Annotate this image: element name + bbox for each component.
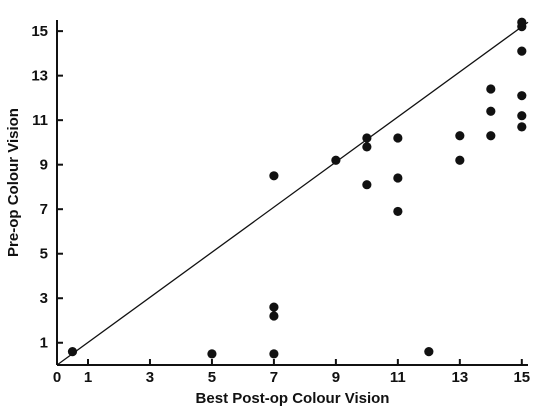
data-point	[517, 17, 527, 27]
data-point	[269, 349, 279, 359]
data-point	[486, 131, 496, 141]
data-point	[331, 155, 341, 165]
y-axis-title: Pre-op Colour Vision	[5, 108, 22, 257]
data-point	[393, 206, 403, 217]
data-points	[67, 17, 527, 359]
data-point	[486, 84, 496, 94]
data-point	[393, 173, 403, 183]
y-tick-label: 1	[40, 335, 48, 352]
axes	[56, 20, 528, 366]
data-point	[517, 111, 527, 121]
data-point	[269, 302, 279, 312]
x-tick-label: 13	[451, 369, 468, 386]
x-tick-label: 1	[84, 369, 92, 386]
y-tick-label: 11	[32, 112, 48, 129]
y-tick-label: 15	[31, 23, 48, 40]
reference-line-group	[56, 21, 529, 366]
y-tick-label: 9	[40, 157, 48, 174]
identity-line	[56, 21, 529, 366]
x-tick-label: 11	[390, 369, 406, 386]
x-tick-label: 5	[208, 369, 216, 386]
x-tick-label: 0	[53, 369, 61, 386]
data-point	[362, 180, 372, 190]
y-tick-label: 3	[40, 290, 48, 307]
data-point	[517, 46, 527, 56]
data-point	[455, 131, 465, 141]
data-point	[424, 347, 434, 357]
y-tick-label: 13	[31, 68, 48, 85]
x-tick-label: 9	[332, 369, 340, 386]
data-point	[67, 347, 78, 357]
data-point	[393, 133, 403, 143]
data-point	[362, 142, 372, 152]
y-tick-label: 5	[40, 246, 48, 263]
y-tick-label: 7	[40, 201, 48, 218]
data-point	[269, 171, 279, 181]
x-axis-ticks: 0 1 3 5 7 9 11 13 15	[53, 359, 530, 386]
x-axis-title: Best Post-op Colour Vision	[196, 390, 390, 407]
data-point	[517, 91, 527, 101]
data-point	[517, 122, 527, 132]
data-point	[362, 133, 372, 143]
data-point	[207, 349, 217, 359]
x-tick-label: 7	[270, 369, 278, 386]
x-tick-label: 15	[513, 369, 530, 386]
data-point	[455, 155, 465, 165]
data-point	[486, 106, 496, 116]
x-tick-label: 3	[146, 369, 154, 386]
data-point	[269, 311, 279, 321]
